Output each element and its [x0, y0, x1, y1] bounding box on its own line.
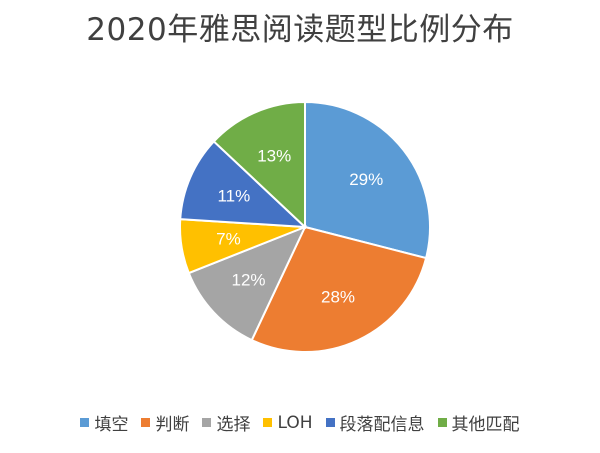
slice-label-3: 12%: [231, 271, 265, 290]
legend-label: 判断: [155, 415, 190, 435]
pie-slice-5: [179, 140, 308, 229]
legend-label: 其他匹配: [451, 415, 520, 435]
legend-item-3: 选择: [202, 410, 250, 435]
chart-title: 2020年雅思阅读题型比例分布: [86, 12, 514, 48]
slice-label-2: 28%: [321, 288, 355, 307]
legend-swatch: [141, 418, 151, 427]
slice-label-1: 29%: [349, 170, 383, 189]
pie-slice-2: [250, 225, 428, 353]
legend-swatch: [263, 418, 273, 427]
legend-swatch: [437, 418, 447, 427]
legend-label: LOH: [277, 412, 313, 433]
legend-item-1: 填空: [80, 410, 128, 435]
legend-item-5: 段落配信息: [325, 410, 425, 435]
legend-label: 填空: [94, 415, 129, 435]
legend-swatch: [80, 418, 90, 427]
slice-label-5: 11%: [217, 187, 250, 206]
legend-item-2: 判断: [141, 410, 189, 435]
pie-slice-6: [212, 100, 306, 230]
pie-slice-1: [304, 100, 431, 260]
pie-slice-3: [187, 225, 307, 342]
chart-legend: 填空 判断 选择 LOH 段落配信息 其他匹配: [0, 410, 600, 435]
slice-label-4: 7%: [216, 230, 241, 249]
legend-item-4: LOH: [263, 412, 313, 433]
legend-swatch: [202, 418, 212, 427]
legend-swatch: [325, 418, 335, 427]
legend-item-6: 其他匹配: [437, 410, 520, 435]
legend-label: 选择: [216, 415, 251, 435]
slice-label-6: 13%: [257, 146, 291, 165]
legend-label: 段落配信息: [339, 415, 425, 435]
